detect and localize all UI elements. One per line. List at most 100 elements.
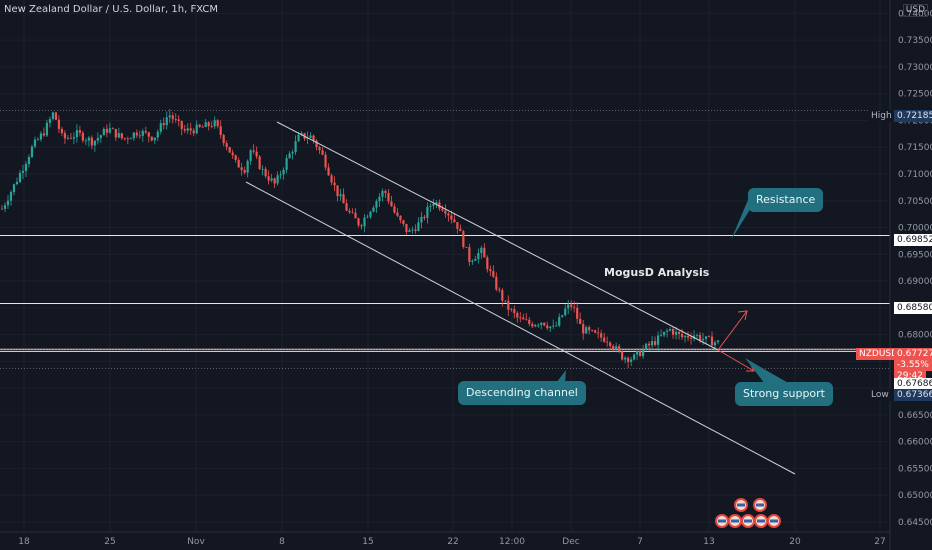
candle-body: [219, 126, 222, 135]
candle-body: [246, 160, 249, 173]
candle-body: [420, 216, 423, 223]
candle-body: [228, 147, 231, 153]
candle-body: [441, 208, 444, 211]
event-markers: [715, 498, 781, 528]
candle-body: [504, 300, 507, 302]
candle-body: [510, 309, 513, 310]
candle-body: [168, 115, 171, 118]
x-tick-label: 12:00: [499, 537, 525, 547]
candle-body: [276, 175, 279, 184]
candle-body: [689, 337, 693, 339]
candle-body: [680, 333, 684, 338]
low-value-tag: 0.67366: [894, 389, 932, 401]
candle-body: [674, 331, 678, 335]
x-tick-label: 13: [703, 537, 714, 547]
candle-body: [3, 205, 7, 209]
candle-body: [318, 147, 321, 151]
candle-body: [312, 135, 315, 141]
candle-body: [129, 138, 132, 140]
candle-body: [63, 133, 67, 139]
candle-body: [495, 276, 498, 290]
x-tick-label: 20: [789, 537, 801, 547]
y-tick-label: 0.73000: [898, 63, 932, 73]
candle-body: [627, 357, 630, 362]
candle-body: [564, 308, 567, 316]
candle-body: [96, 137, 99, 141]
low-label: Low: [868, 389, 892, 401]
candle-body: [333, 182, 336, 186]
candle-body: [522, 317, 525, 320]
candle-body: [75, 130, 78, 138]
candle-body: [662, 331, 666, 336]
event-flag-icon: [770, 519, 778, 523]
candle-body: [342, 194, 345, 204]
candle-body: [647, 343, 651, 346]
candle-body: [360, 225, 363, 227]
candle-body: [141, 130, 144, 136]
candle-body: [54, 112, 58, 120]
candle-body: [174, 119, 177, 120]
candle-body: [695, 335, 699, 336]
candle-body: [111, 128, 114, 130]
candle-body: [366, 216, 369, 218]
candle-body: [432, 203, 435, 206]
price-axis: 0.740000.735000.730000.725000.720000.715…: [889, 0, 932, 550]
currency-label[interactable]: USD: [902, 4, 928, 17]
candle-body: [507, 300, 510, 310]
candle-body: [330, 175, 333, 183]
candle-body: [489, 269, 492, 272]
x-tick-label: 25: [104, 537, 115, 547]
axis-panel: [890, 0, 932, 550]
candle-body: [48, 119, 52, 123]
candle-body: [57, 119, 61, 129]
candle-body: [471, 260, 474, 262]
candle-body: [501, 290, 504, 301]
high-label: High: [868, 110, 895, 122]
candle-body: [492, 271, 495, 277]
candle-body: [393, 206, 396, 213]
grid: [0, 0, 890, 532]
candle-body: [606, 341, 609, 343]
candle-body: [474, 259, 477, 261]
candle-body: [465, 246, 468, 248]
candle-body: [621, 351, 624, 360]
y-tick-label: 0.69000: [898, 277, 932, 287]
candle-body: [282, 169, 285, 175]
candle-body: [0, 208, 4, 210]
x-tick-label: 27: [874, 537, 885, 547]
candle-body: [369, 211, 372, 217]
candle-body: [381, 190, 384, 197]
candle-body: [516, 312, 519, 318]
candle-body: [192, 130, 195, 134]
candle-body: [336, 185, 339, 197]
candle-body: [132, 132, 135, 139]
candle-body: [423, 216, 426, 218]
candle-body: [555, 325, 558, 327]
candle-body: [183, 129, 186, 131]
candle-body: [87, 137, 90, 141]
high-value-tag: 0.72185: [894, 110, 932, 122]
candle-body: [408, 230, 411, 232]
y-tick-label: 0.74000: [898, 9, 932, 19]
support-value-tag: 0.67686: [894, 378, 932, 390]
candle-body: [324, 154, 327, 168]
candle-body: [363, 217, 366, 227]
candle-body: [51, 112, 55, 120]
y-tick-label: 0.64500: [898, 518, 932, 528]
candle-body: [261, 168, 264, 170]
candle-body: [186, 128, 189, 131]
candle-body: [653, 341, 657, 345]
candle-body: [668, 329, 672, 331]
candle-body: [558, 316, 561, 326]
y-tick-label: 0.66000: [898, 438, 932, 448]
candle-body: [659, 335, 663, 336]
candle-body: [279, 174, 282, 176]
candle-body: [636, 351, 639, 355]
candle-body: [315, 140, 318, 148]
candle-body: [207, 122, 210, 127]
candle-body: [195, 124, 198, 134]
analysis-label: MogusD Analysis: [604, 266, 710, 279]
candle-body: [645, 343, 648, 350]
x-tick-label: 7: [637, 537, 643, 547]
